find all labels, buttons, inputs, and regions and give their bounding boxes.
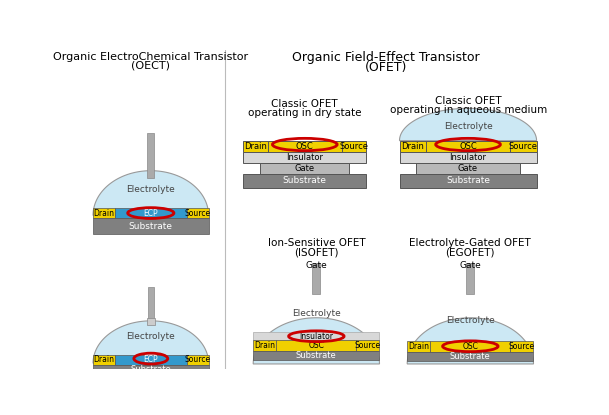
Bar bbox=[260, 163, 350, 174]
Bar bbox=[93, 365, 208, 374]
PathPatch shape bbox=[253, 318, 379, 364]
Text: Insulator: Insulator bbox=[286, 153, 323, 162]
PathPatch shape bbox=[407, 318, 533, 364]
Text: Drain: Drain bbox=[93, 355, 114, 364]
Text: Gate: Gate bbox=[458, 164, 478, 173]
Text: Source: Source bbox=[185, 209, 211, 217]
Text: Source: Source bbox=[355, 341, 381, 350]
Bar bbox=[407, 352, 533, 361]
Text: Electrolyte: Electrolyte bbox=[446, 315, 495, 325]
Bar bbox=[114, 208, 187, 218]
Bar bbox=[147, 133, 154, 178]
Bar bbox=[276, 340, 356, 351]
Bar bbox=[243, 152, 367, 163]
Text: Electrolyte: Electrolyte bbox=[127, 185, 175, 194]
Text: OSC: OSC bbox=[462, 342, 478, 351]
Bar bbox=[407, 341, 431, 352]
Text: (OFET): (OFET) bbox=[364, 61, 407, 73]
Text: Organic ElectroChemical Transistor: Organic ElectroChemical Transistor bbox=[53, 52, 248, 62]
Bar bbox=[466, 263, 474, 294]
Text: Drain: Drain bbox=[93, 209, 114, 217]
Text: OSC: OSC bbox=[308, 341, 324, 350]
Bar bbox=[93, 355, 114, 365]
Text: Insulator: Insulator bbox=[449, 153, 487, 162]
PathPatch shape bbox=[400, 108, 537, 141]
Bar bbox=[426, 141, 510, 152]
Text: Source: Source bbox=[185, 355, 211, 364]
Text: Source: Source bbox=[509, 142, 538, 151]
Text: Substrate: Substrate bbox=[296, 351, 337, 360]
Text: Drain: Drain bbox=[401, 142, 424, 151]
Bar bbox=[148, 287, 154, 319]
Bar bbox=[147, 318, 155, 325]
Text: Substrate: Substrate bbox=[446, 176, 490, 185]
Text: Substrate: Substrate bbox=[130, 365, 171, 374]
Bar bbox=[114, 355, 187, 365]
PathPatch shape bbox=[93, 171, 208, 215]
Text: Substrate: Substrate bbox=[128, 222, 173, 231]
Text: Classic OFET: Classic OFET bbox=[435, 96, 502, 106]
PathPatch shape bbox=[93, 321, 208, 363]
Bar bbox=[510, 341, 533, 352]
Text: Insulator: Insulator bbox=[300, 332, 333, 341]
Text: (EGOFET): (EGOFET) bbox=[446, 248, 495, 258]
Bar bbox=[431, 341, 510, 352]
Text: Organic Field-Effect Transistor: Organic Field-Effect Transistor bbox=[292, 51, 479, 64]
Bar bbox=[342, 141, 367, 152]
Text: ECP: ECP bbox=[144, 355, 158, 364]
Bar bbox=[510, 141, 537, 152]
Bar bbox=[312, 263, 320, 294]
Text: Gate: Gate bbox=[459, 261, 481, 270]
Bar bbox=[400, 141, 426, 152]
Text: Drain: Drain bbox=[244, 142, 267, 151]
Text: Electrolyte: Electrolyte bbox=[127, 332, 175, 341]
Text: (ISOFET): (ISOFET) bbox=[294, 248, 339, 258]
Text: Gate: Gate bbox=[295, 164, 315, 173]
Text: Classic OFET: Classic OFET bbox=[272, 99, 338, 109]
Text: OSC: OSC bbox=[296, 142, 314, 151]
Bar bbox=[187, 208, 208, 218]
Text: Electrolyte: Electrolyte bbox=[444, 122, 493, 131]
Bar bbox=[243, 141, 268, 152]
Bar bbox=[417, 163, 519, 174]
Text: Substrate: Substrate bbox=[450, 352, 491, 361]
Text: (OECT): (OECT) bbox=[132, 61, 171, 71]
Bar bbox=[187, 355, 208, 365]
Text: Source: Source bbox=[340, 142, 368, 151]
Text: Substrate: Substrate bbox=[283, 176, 327, 185]
Text: Drain: Drain bbox=[408, 342, 429, 351]
Text: Electrolyte-Gated OFET: Electrolyte-Gated OFET bbox=[409, 239, 531, 249]
Text: ECP: ECP bbox=[144, 209, 158, 217]
Bar bbox=[400, 174, 537, 188]
Bar bbox=[356, 340, 379, 351]
Bar bbox=[400, 152, 537, 163]
Text: OSC: OSC bbox=[459, 142, 477, 151]
Text: operating in dry state: operating in dry state bbox=[248, 108, 362, 118]
Text: Gate: Gate bbox=[306, 261, 327, 270]
Text: Ion-Sensitive OFET: Ion-Sensitive OFET bbox=[267, 239, 365, 249]
Bar bbox=[253, 351, 379, 360]
Bar bbox=[243, 174, 367, 188]
Bar bbox=[93, 218, 208, 234]
Text: Drain: Drain bbox=[255, 341, 275, 350]
Bar bbox=[253, 340, 276, 351]
Bar bbox=[93, 208, 114, 218]
Bar bbox=[253, 332, 379, 340]
Text: operating in aqueous medium: operating in aqueous medium bbox=[390, 105, 547, 115]
Text: Source: Source bbox=[509, 342, 535, 351]
Bar bbox=[268, 141, 342, 152]
Text: Electrolyte: Electrolyte bbox=[292, 309, 340, 317]
